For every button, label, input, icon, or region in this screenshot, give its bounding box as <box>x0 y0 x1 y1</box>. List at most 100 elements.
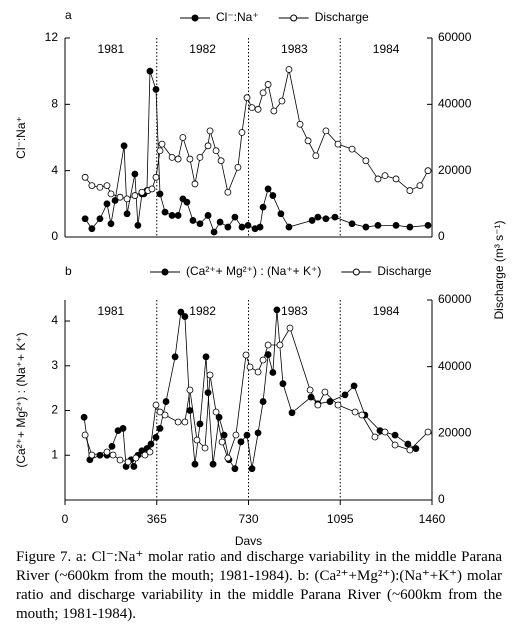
data-point <box>286 324 294 332</box>
data-point <box>191 460 199 468</box>
data-point <box>103 448 111 456</box>
data-point <box>259 398 267 405</box>
y-tick-label: 2 <box>51 403 58 417</box>
x-tick-label: 1460 <box>419 512 446 526</box>
data-point <box>183 198 191 206</box>
data-point <box>138 188 146 196</box>
data-point <box>204 142 212 150</box>
legend-marker <box>290 14 298 22</box>
data-point <box>279 380 287 388</box>
legend-label: Cl⁻:Na⁺ <box>216 10 259 24</box>
legend-label: Discharge <box>315 10 369 24</box>
data-point <box>285 223 293 231</box>
data-point <box>107 220 115 228</box>
data-point <box>119 425 127 432</box>
data-point <box>88 451 96 459</box>
data-point <box>285 66 293 73</box>
data-point <box>264 185 272 193</box>
data-point <box>177 308 185 316</box>
data-point <box>314 213 322 221</box>
x-tick-label: 730 <box>238 512 258 526</box>
y2-tick-label: 20000 <box>438 163 472 177</box>
legend-marker <box>161 268 169 276</box>
panel-label: b <box>65 264 72 278</box>
series-line <box>83 309 417 470</box>
data-point <box>358 411 366 419</box>
data-point <box>259 203 267 211</box>
data-point <box>174 155 182 163</box>
data-point <box>314 401 322 409</box>
data-point <box>264 341 272 349</box>
data-point <box>202 353 210 361</box>
data-point <box>242 351 250 359</box>
data-point <box>269 369 277 376</box>
data-point <box>88 225 96 233</box>
data-point <box>306 386 314 394</box>
data-point <box>259 89 267 97</box>
year-label: 1982 <box>189 304 216 318</box>
data-point <box>406 446 414 454</box>
y2-tick-label: 60000 <box>438 292 472 306</box>
data-point <box>348 145 356 153</box>
data-point <box>189 217 197 224</box>
data-point <box>81 173 89 181</box>
data-point <box>206 371 214 379</box>
data-point <box>218 438 226 446</box>
data-point <box>209 460 217 468</box>
data-point <box>322 215 330 223</box>
data-point <box>350 382 358 390</box>
data-point <box>204 389 212 397</box>
data-point <box>391 441 399 449</box>
data-point <box>152 433 160 441</box>
data-point <box>161 411 169 419</box>
year-label: 1981 <box>98 304 125 318</box>
data-point <box>224 188 232 196</box>
data-point <box>288 409 296 417</box>
y-tick-label: 8 <box>51 97 58 111</box>
x-axis-label: Days <box>235 534 262 545</box>
data-point <box>424 167 432 175</box>
data-point <box>96 215 104 223</box>
year-label: 1984 <box>373 304 400 318</box>
data-point <box>131 192 139 199</box>
data-point <box>134 221 142 229</box>
data-point <box>416 182 424 189</box>
data-point <box>237 438 245 446</box>
data-point <box>168 153 176 161</box>
data-point <box>111 197 119 204</box>
data-point <box>277 210 285 218</box>
data-point <box>116 193 124 201</box>
data-point <box>406 187 414 194</box>
data-point <box>108 442 116 450</box>
data-point <box>326 398 334 405</box>
data-point <box>186 155 194 163</box>
data-point <box>321 388 329 396</box>
data-point <box>220 431 228 439</box>
data-point <box>348 220 356 228</box>
data-point <box>81 431 89 439</box>
data-point <box>248 104 256 112</box>
series-line <box>84 327 429 463</box>
year-label: 1981 <box>98 42 125 56</box>
y-tick-label: 3 <box>51 358 58 372</box>
data-point <box>362 157 370 165</box>
data-point <box>96 183 104 191</box>
data-point <box>152 401 160 409</box>
y-tick-label: 4 <box>51 163 58 177</box>
data-point <box>174 212 182 219</box>
data-point <box>193 436 201 444</box>
data-point <box>156 190 164 198</box>
series-line <box>84 71 429 233</box>
data-point <box>186 386 194 394</box>
data-point <box>120 142 128 150</box>
data-point <box>334 140 342 148</box>
data-point <box>248 465 256 473</box>
data-point <box>174 418 182 426</box>
data-point <box>130 463 138 470</box>
data-point <box>124 458 132 466</box>
legend-label: Discharge <box>377 264 431 278</box>
data-point <box>259 356 267 364</box>
data-point <box>210 228 218 236</box>
